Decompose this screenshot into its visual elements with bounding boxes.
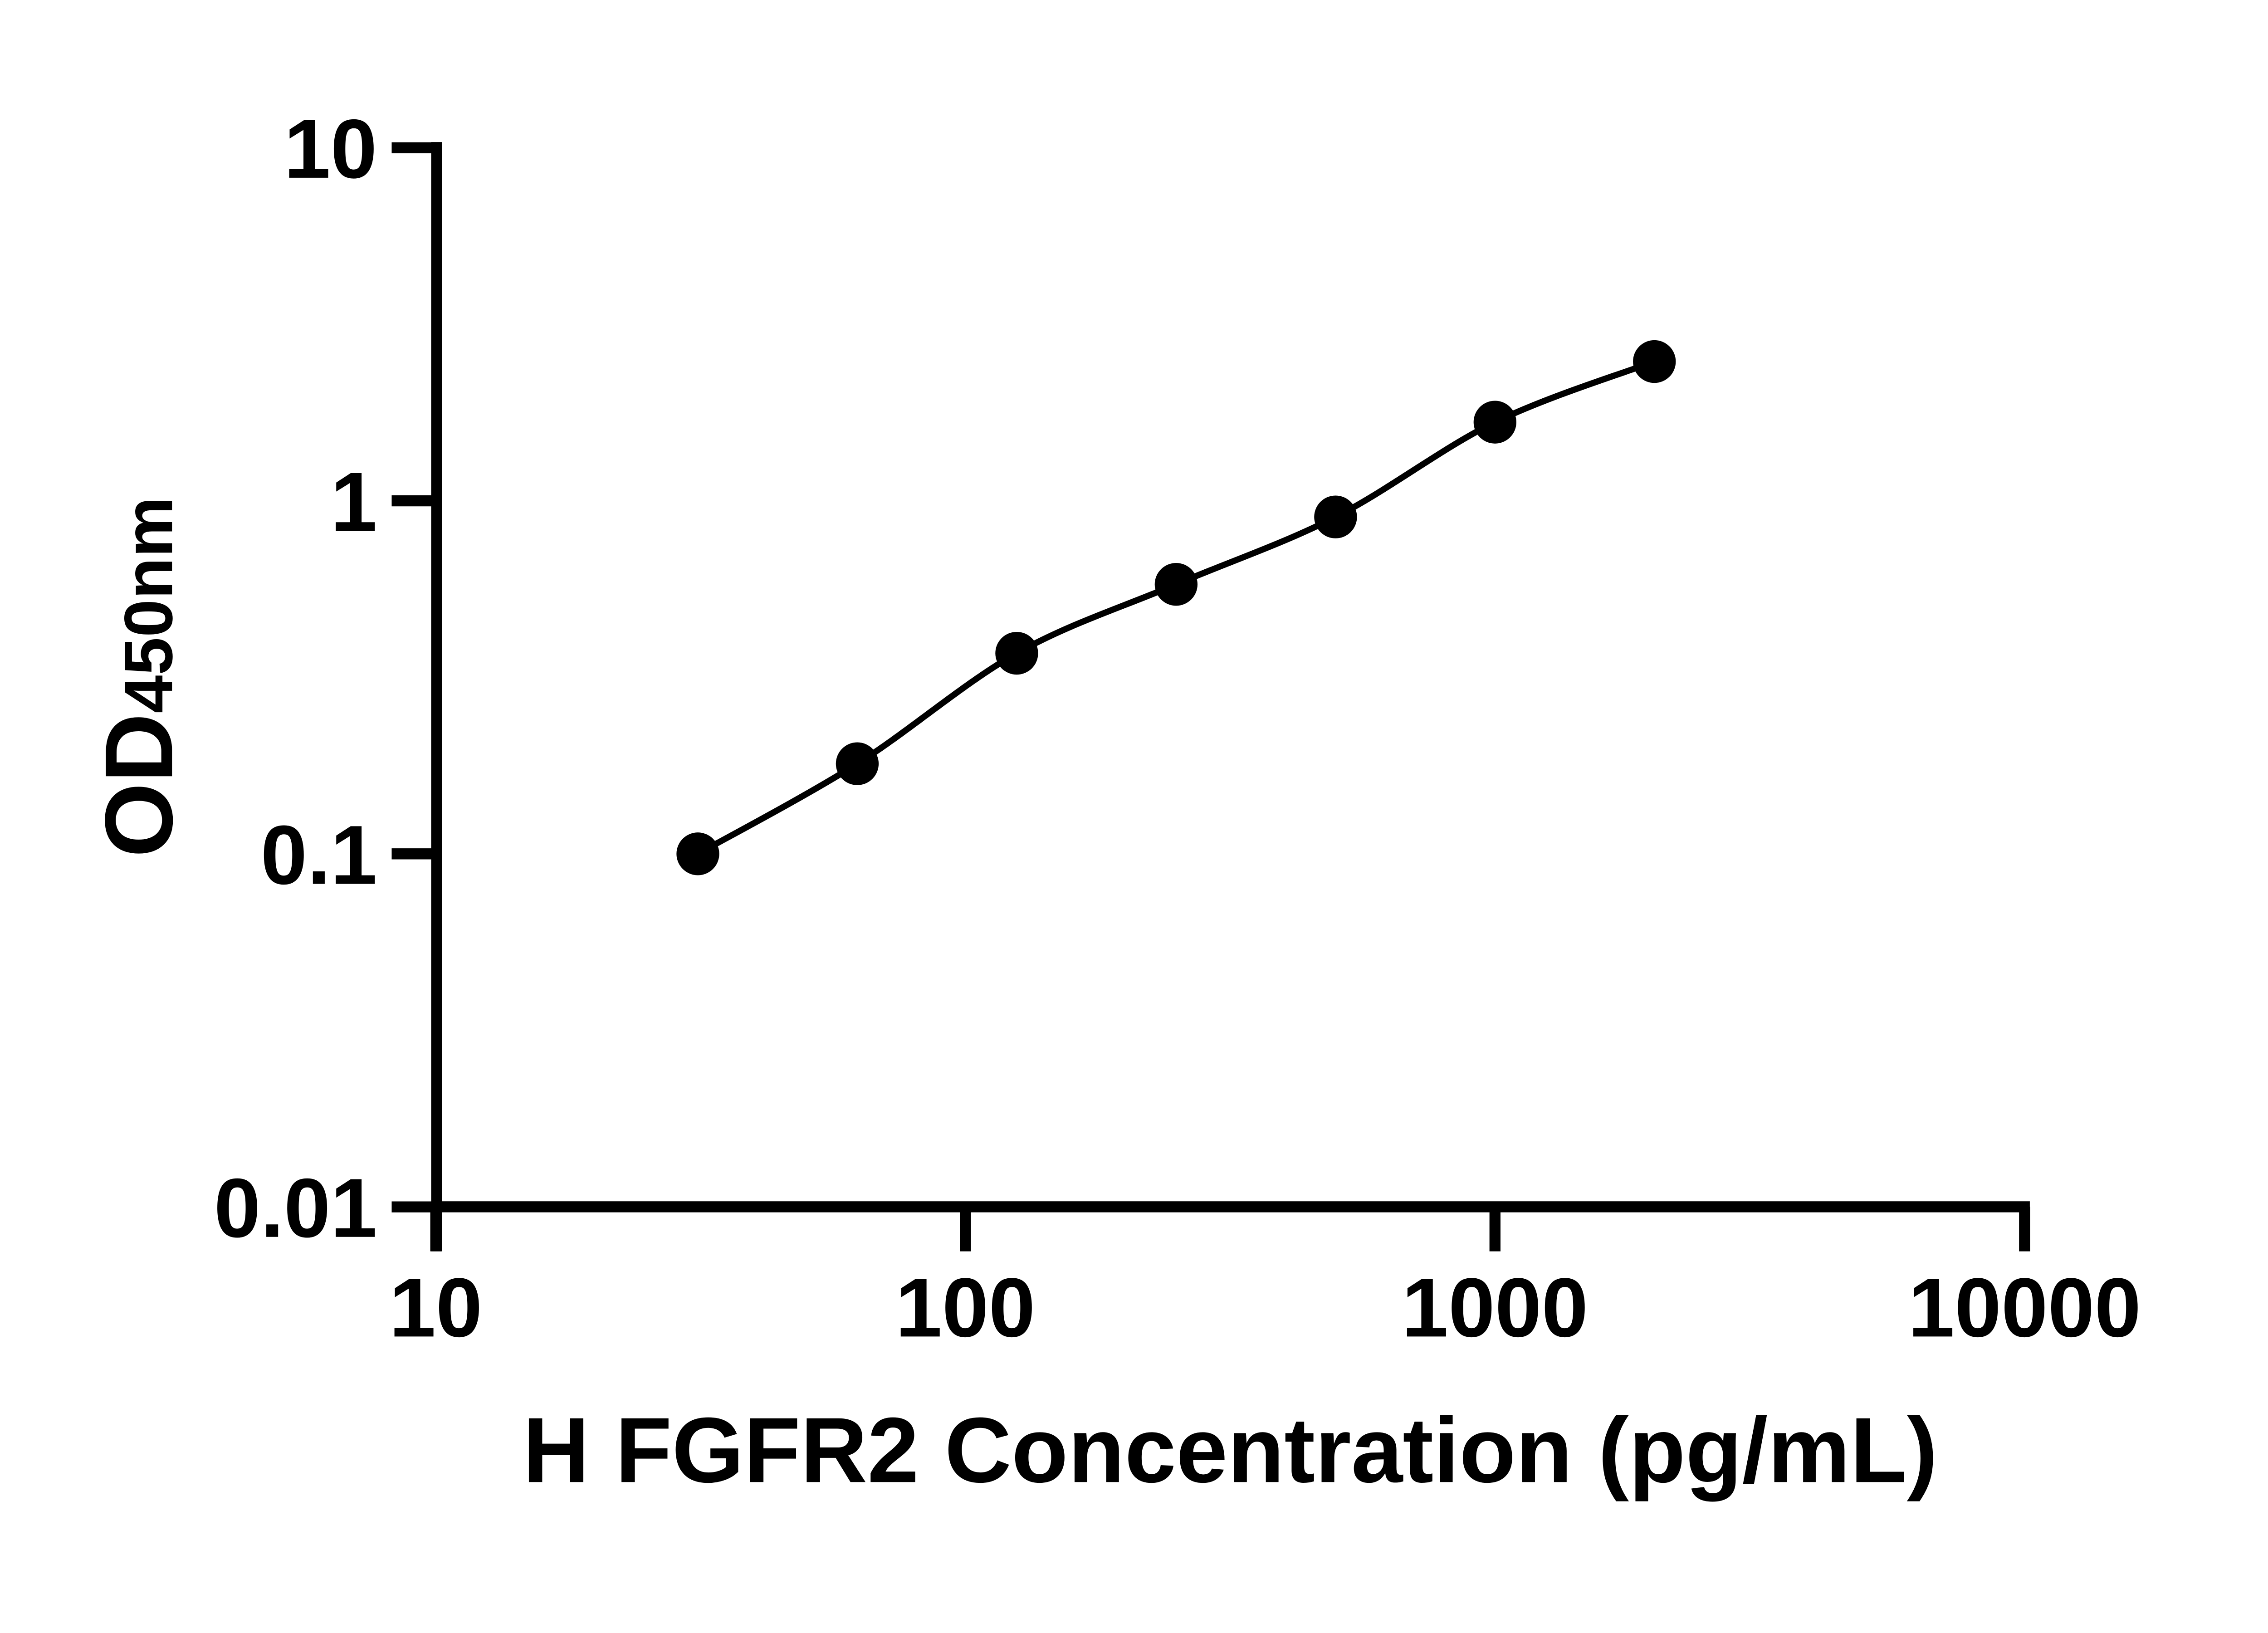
y-tick-label: 10 bbox=[284, 103, 377, 196]
y-tick-label: 1 bbox=[331, 455, 377, 549]
x-tick-label: 10 bbox=[389, 1261, 483, 1354]
y-axis-title: OD450nm bbox=[85, 497, 192, 857]
data-point-marker bbox=[1154, 563, 1198, 606]
x-tick-label: 10000 bbox=[1908, 1261, 2141, 1354]
x-tick-label: 100 bbox=[895, 1261, 1035, 1354]
x-tick-label: 1000 bbox=[1402, 1261, 1588, 1354]
data-point-marker bbox=[836, 742, 879, 785]
data-point-marker bbox=[995, 631, 1038, 675]
data-point-marker bbox=[1314, 495, 1357, 538]
data-point-marker bbox=[1633, 340, 1676, 383]
y-axis-title-main: OD bbox=[85, 713, 192, 857]
elisa-standard-curve-figure: 10 1 0.1 0.01 10 100 1000 10000 H FGFR2 Concent… bbox=[85, 102, 2141, 1502]
data-point-marker bbox=[676, 832, 719, 875]
y-tick-label: 0.1 bbox=[261, 808, 377, 902]
data-point-marker bbox=[1473, 401, 1516, 444]
x-axis-title: H FGFR2 Concentration (pg/mL) bbox=[523, 1398, 1937, 1502]
y-tick-label: 0.01 bbox=[214, 1162, 377, 1255]
y-axis-title-subscript: 450nm bbox=[110, 497, 186, 713]
